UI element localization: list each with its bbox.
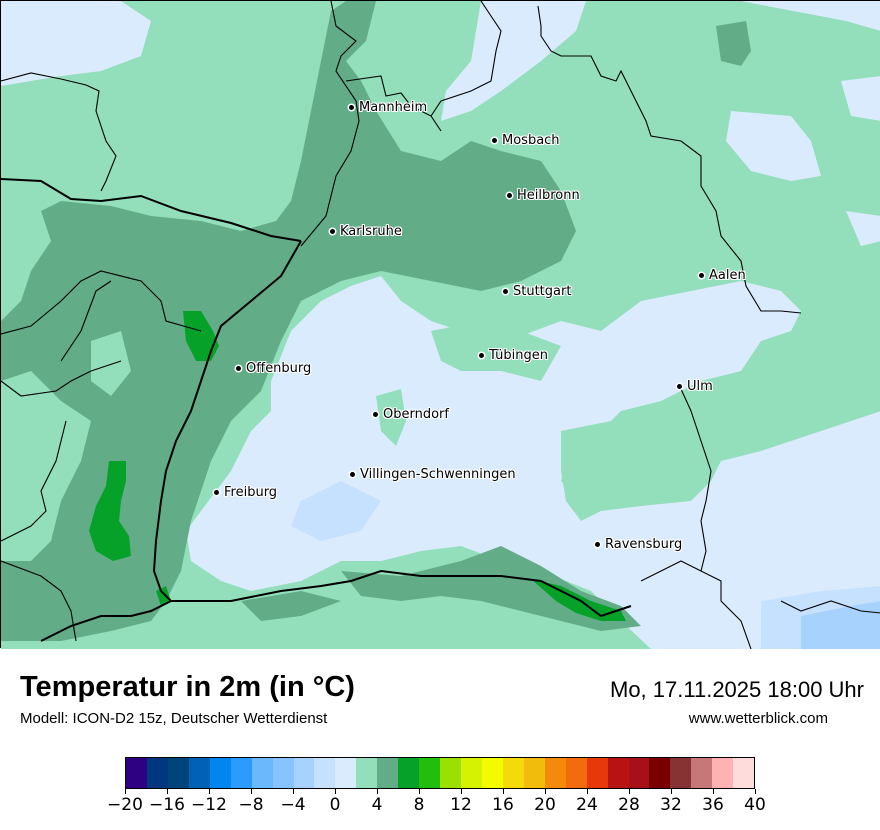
colorbar-tick-label: 28 bbox=[618, 795, 640, 815]
colorbar-tick-label: 4 bbox=[371, 795, 383, 815]
temperature-map: Mannheim Mosbach Heilbronn Karlsruhe Aal… bbox=[0, 0, 880, 649]
model-source: Modell: ICON-D2 15z, Deutscher Wetterdie… bbox=[20, 710, 328, 727]
city-label: Mannheim bbox=[349, 100, 427, 115]
colorbar-segment bbox=[293, 758, 315, 788]
colorbar-tick-label: 36 bbox=[702, 795, 724, 815]
colorbar-segment bbox=[670, 758, 692, 788]
colorbar-tick bbox=[629, 789, 630, 794]
colorbar-tick-label: 0 bbox=[329, 795, 341, 815]
colorbar-tick bbox=[755, 789, 756, 794]
city-label: Tübingen bbox=[479, 348, 548, 363]
colorbar-segment bbox=[461, 758, 482, 788]
colorbar-tick bbox=[545, 789, 546, 794]
website-link: www.wetterblick.com bbox=[688, 710, 828, 727]
colorbar-segment bbox=[209, 758, 231, 788]
map-title: Temperatur in 2m (in °C) bbox=[20, 671, 355, 703]
colorbar-tick-label: 24 bbox=[576, 795, 598, 815]
colorbar-segment bbox=[188, 758, 210, 788]
map-canvas bbox=[1, 1, 880, 649]
city-label: Oberndorf bbox=[373, 407, 449, 422]
colorbar-segment bbox=[167, 758, 189, 788]
city-label: Heilbronn bbox=[507, 188, 580, 203]
city-marker-icon bbox=[349, 105, 354, 110]
city-label: Villingen-Schwenningen bbox=[350, 467, 516, 482]
colorbar-segment bbox=[712, 758, 734, 788]
colorbar-tick-label: 32 bbox=[660, 795, 682, 815]
city-label: Stuttgart bbox=[503, 284, 571, 299]
city-marker-icon bbox=[507, 193, 512, 198]
colorbar-segment bbox=[481, 758, 503, 788]
colorbar-segment bbox=[356, 758, 378, 788]
colorbar-tick bbox=[335, 789, 336, 794]
colorbar-segment bbox=[335, 758, 357, 788]
city-marker-icon bbox=[503, 289, 508, 294]
colorbar-tick bbox=[125, 789, 126, 794]
colorbar-segment bbox=[419, 758, 441, 788]
colorbar-tick-label: −20 bbox=[107, 795, 143, 815]
valid-datetime: Mo, 17.11.2025 18:00 Uhr bbox=[610, 677, 864, 702]
city-label: Freiburg bbox=[214, 485, 277, 500]
colorbar-segment bbox=[398, 758, 420, 788]
city-marker-icon bbox=[492, 138, 497, 143]
colorbar bbox=[125, 757, 755, 789]
colorbar-tick bbox=[587, 789, 588, 794]
colorbar-tick-label: 16 bbox=[492, 795, 514, 815]
colorbar-tick-label: 20 bbox=[534, 795, 556, 815]
colorbar-tick-label: 8 bbox=[413, 795, 425, 815]
colorbar-segment bbox=[733, 758, 755, 788]
city-label: Ulm bbox=[677, 379, 713, 394]
colorbar-tick bbox=[251, 789, 252, 794]
city-label: Ravensburg bbox=[595, 537, 682, 552]
colorbar-segment bbox=[230, 758, 252, 788]
city-label: Aalen bbox=[699, 268, 746, 283]
colorbar-tick-label: 40 bbox=[744, 795, 766, 815]
city-marker-icon bbox=[373, 412, 378, 417]
colorbar-tick-label: 12 bbox=[450, 795, 472, 815]
colorbar-segment bbox=[146, 758, 168, 788]
city-label: Karlsruhe bbox=[330, 224, 402, 239]
colorbar-tick-label: −16 bbox=[149, 795, 185, 815]
colorbar-segment bbox=[586, 758, 608, 788]
colorbar-tick bbox=[461, 789, 462, 794]
colorbar-tick bbox=[167, 789, 168, 794]
colorbar-segment bbox=[523, 758, 545, 788]
city-marker-icon bbox=[479, 353, 484, 358]
colorbar-tick bbox=[419, 789, 420, 794]
colorbar-tick bbox=[293, 789, 294, 794]
colorbar-tick bbox=[209, 789, 210, 794]
city-marker-icon bbox=[330, 229, 335, 234]
colorbar-segment bbox=[691, 758, 713, 788]
colorbar-tick bbox=[713, 789, 714, 794]
colorbar-segment bbox=[628, 758, 650, 788]
colorbar-tick-label: −12 bbox=[191, 795, 227, 815]
city-marker-icon bbox=[699, 273, 704, 278]
colorbar-tick-label: −4 bbox=[280, 795, 306, 815]
colorbar-tick bbox=[377, 789, 378, 794]
colorbar-tick bbox=[503, 789, 504, 794]
colorbar-segment bbox=[502, 758, 524, 788]
colorbar-ticks: −20 −16 −12 −8 −4 0 4 8 12 16 20 24 28 32 36 40 bbox=[107, 789, 766, 819]
colorbar-segment bbox=[565, 758, 587, 788]
city-label: Mosbach bbox=[492, 133, 560, 148]
city-label: Offenburg bbox=[236, 361, 311, 376]
colorbar-tick bbox=[671, 789, 672, 794]
colorbar-segment bbox=[607, 758, 629, 788]
city-marker-icon bbox=[595, 542, 600, 547]
colorbar-segment bbox=[377, 758, 399, 788]
colorbar-segment bbox=[314, 758, 336, 788]
city-marker-icon bbox=[214, 490, 219, 495]
colorbar-segment bbox=[272, 758, 294, 788]
colorbar-segment bbox=[251, 758, 273, 788]
colorbar-segment bbox=[126, 758, 147, 788]
city-marker-icon bbox=[677, 384, 682, 389]
colorbar-segment bbox=[440, 758, 461, 788]
colorbar-segment bbox=[649, 758, 671, 788]
city-marker-icon bbox=[350, 472, 355, 477]
colorbar-segment bbox=[544, 758, 566, 788]
colorbar-tick-label: −8 bbox=[238, 795, 264, 815]
city-marker-icon bbox=[236, 366, 241, 371]
